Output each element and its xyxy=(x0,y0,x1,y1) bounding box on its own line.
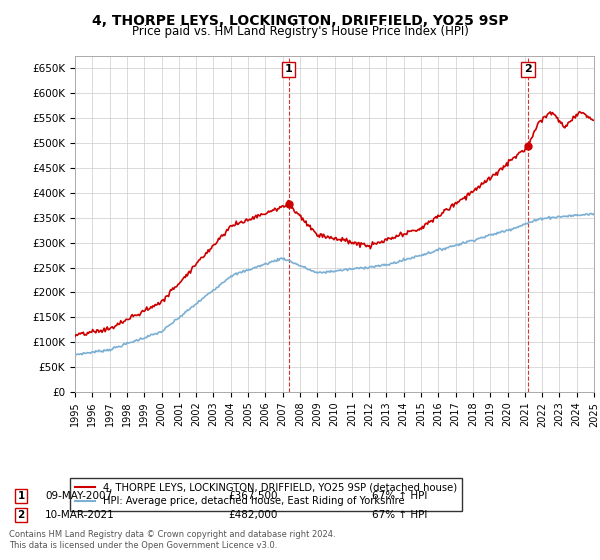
Text: Contains HM Land Registry data © Crown copyright and database right 2024.: Contains HM Land Registry data © Crown c… xyxy=(9,530,335,539)
Text: £482,000: £482,000 xyxy=(228,510,277,520)
Text: 67% ↑ HPI: 67% ↑ HPI xyxy=(372,491,427,501)
Text: 09-MAY-2007: 09-MAY-2007 xyxy=(45,491,112,501)
Text: This data is licensed under the Open Government Licence v3.0.: This data is licensed under the Open Gov… xyxy=(9,541,277,550)
Text: 67% ↑ HPI: 67% ↑ HPI xyxy=(372,510,427,520)
Text: 2: 2 xyxy=(17,510,25,520)
Text: £367,500: £367,500 xyxy=(228,491,277,501)
Text: Price paid vs. HM Land Registry's House Price Index (HPI): Price paid vs. HM Land Registry's House … xyxy=(131,25,469,38)
Text: 4, THORPE LEYS, LOCKINGTON, DRIFFIELD, YO25 9SP: 4, THORPE LEYS, LOCKINGTON, DRIFFIELD, Y… xyxy=(92,14,508,28)
Text: 1: 1 xyxy=(285,64,293,74)
Legend: 4, THORPE LEYS, LOCKINGTON, DRIFFIELD, YO25 9SP (detached house), HPI: Average p: 4, THORPE LEYS, LOCKINGTON, DRIFFIELD, Y… xyxy=(70,478,462,511)
Text: 2: 2 xyxy=(524,64,532,74)
Text: 10-MAR-2021: 10-MAR-2021 xyxy=(45,510,115,520)
Text: 1: 1 xyxy=(17,491,25,501)
